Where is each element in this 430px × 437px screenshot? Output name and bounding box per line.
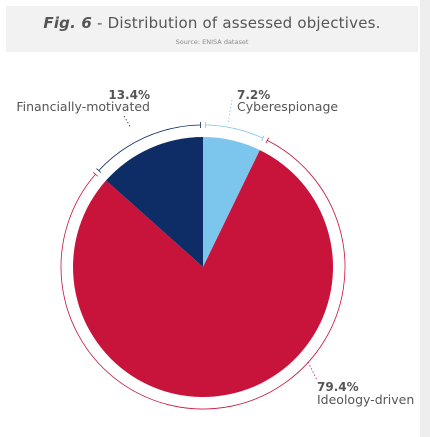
leader-financially-motivated <box>123 115 132 129</box>
leader-ideology-driven <box>307 361 318 381</box>
pie-slice-ideology-driven <box>72 150 333 398</box>
leader-lines <box>123 99 318 381</box>
figure-source: Source: ENISA dataset <box>175 38 249 46</box>
pie-slices <box>72 137 333 398</box>
ring-arc-financially-motivated <box>98 124 201 171</box>
slice-name-label-cyberespionage: Cyberespionage <box>237 99 338 114</box>
ring-arc-ideology-driven <box>60 140 346 410</box>
outer-rings <box>60 122 346 410</box>
figure-number: Fig. 6 <box>43 14 93 32</box>
ring-tick-ideology-driven-1 <box>92 172 98 177</box>
leader-cyberespionage <box>227 99 233 125</box>
ring-arc-cyberespionage <box>205 124 264 139</box>
ring-tick-financially-motivated-0 <box>96 168 102 173</box>
figure-header: Fig. 6 - Distribution of assessed object… <box>6 6 418 52</box>
slice-value-label-financially-motivated: 13.4% <box>108 88 150 102</box>
slice-value-label-ideology-driven: 79.4% <box>317 380 359 394</box>
slice-value-label-cyberespionage: 7.2% <box>237 88 270 102</box>
figure-title-text: - Distribution of assessed objectives. <box>92 14 381 32</box>
figure-title: Fig. 6 - Distribution of assessed object… <box>6 14 418 32</box>
pie-slice-financially-motivated <box>106 137 203 267</box>
ring-tick-cyberespionage-1 <box>261 135 265 142</box>
pie-slice-cyberespionage <box>203 137 260 267</box>
ring-tick-ideology-driven-0 <box>265 137 270 144</box>
slice-name-label-financially-motivated: Financially-motivated <box>16 99 150 114</box>
page-edge-strip <box>420 0 430 437</box>
slice-name-label-ideology-driven: Ideology-driven <box>317 392 414 407</box>
